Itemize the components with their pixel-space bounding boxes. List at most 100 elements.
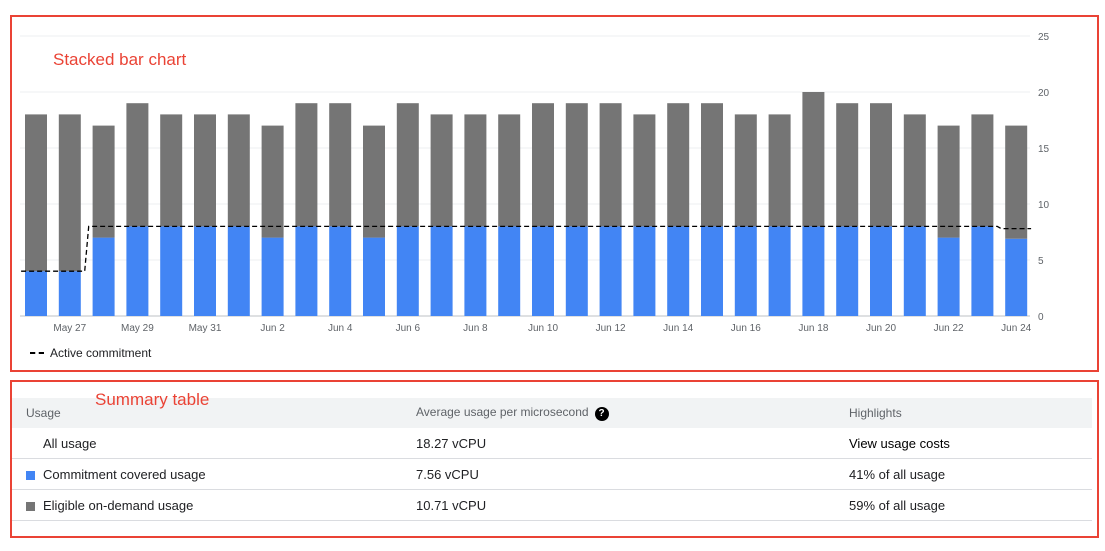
x-tick-label: May 31 bbox=[189, 323, 222, 334]
bar-ondemand bbox=[464, 114, 487, 227]
header-usage: Usage bbox=[12, 398, 415, 428]
bar-ondemand bbox=[261, 125, 284, 238]
table-annotation-label: Summary table bbox=[95, 390, 210, 409]
bar-covered bbox=[1005, 238, 1028, 316]
bar-covered bbox=[701, 226, 723, 316]
bar-ondemand bbox=[25, 114, 47, 272]
y-tick-label: 25 bbox=[1038, 32, 1050, 43]
bar-covered bbox=[363, 237, 385, 316]
legend: Active commitment bbox=[30, 346, 151, 360]
header-average-label: Average usage per microsecond bbox=[416, 405, 589, 419]
bar-ondemand bbox=[937, 125, 960, 238]
bar-ondemand bbox=[396, 103, 419, 227]
chart-annotation-box bbox=[10, 15, 1099, 372]
bar-ondemand bbox=[498, 114, 521, 227]
y-tick-label: 5 bbox=[1038, 256, 1044, 267]
view-usage-costs-link[interactable]: View usage costs bbox=[849, 435, 950, 451]
bar-ondemand bbox=[58, 114, 81, 272]
bar-covered bbox=[870, 226, 892, 316]
x-tick-label: Jun 22 bbox=[934, 323, 964, 334]
bar-covered bbox=[768, 226, 791, 316]
bar-ondemand bbox=[599, 103, 622, 227]
y-tick-label: 10 bbox=[1038, 200, 1050, 211]
x-tick-label: Jun 6 bbox=[396, 323, 421, 334]
bar-ondemand bbox=[227, 114, 250, 227]
bar-ondemand bbox=[836, 103, 859, 227]
bar-ondemand bbox=[92, 125, 115, 238]
header-highlights: Highlights bbox=[848, 398, 1092, 428]
x-tick-label: Jun 2 bbox=[260, 323, 285, 334]
bar-ondemand bbox=[1005, 125, 1028, 239]
bar-ondemand bbox=[870, 103, 892, 227]
bar-covered bbox=[227, 226, 250, 316]
bar-covered bbox=[971, 226, 994, 316]
bar-ondemand bbox=[768, 114, 791, 227]
bar-ondemand bbox=[734, 114, 757, 227]
bar-covered bbox=[58, 271, 81, 316]
bar-covered bbox=[160, 226, 183, 316]
bar-ondemand bbox=[802, 92, 825, 227]
bar-covered bbox=[329, 226, 352, 316]
bar-ondemand bbox=[701, 103, 723, 227]
stacked-bar-chart: 0 5 10 15 20 25 May 27 May 29 May 31 Jun 2 Jun 4 Ju… bbox=[20, 32, 1050, 334]
table-header: Usage Average usage per microsecond? Hig… bbox=[12, 398, 1092, 428]
bar-covered bbox=[25, 271, 47, 316]
x-tick-label: Jun 20 bbox=[866, 323, 896, 334]
x-tick-label: Jun 4 bbox=[328, 323, 353, 334]
y-tick-label: 20 bbox=[1038, 88, 1050, 99]
bar-ondemand bbox=[903, 114, 926, 227]
row-label-cell: Commitment covered usage bbox=[12, 458, 415, 490]
x-tick-label: Jun 8 bbox=[463, 323, 488, 334]
x-tick-label: May 29 bbox=[121, 323, 154, 334]
blue-swatch bbox=[26, 470, 35, 480]
bar-ondemand bbox=[971, 114, 994, 227]
row-highlight: 59% of all usage bbox=[848, 489, 1092, 521]
bar-ondemand bbox=[565, 103, 588, 227]
bar-covered bbox=[903, 226, 926, 316]
row-label-cell: Eligible on-demand usage bbox=[12, 489, 415, 521]
bar-covered bbox=[464, 226, 487, 316]
bar-ondemand bbox=[633, 114, 656, 227]
bar-covered bbox=[532, 226, 554, 316]
bar-covered bbox=[633, 226, 656, 316]
bar-covered bbox=[92, 237, 115, 316]
bar-covered bbox=[126, 226, 149, 316]
legend-label: Active commitment bbox=[50, 346, 152, 360]
bar-covered bbox=[734, 226, 757, 316]
table-row: All usage 18.27 vCPU View usage costs bbox=[12, 428, 1092, 459]
x-tick-label: May 27 bbox=[53, 323, 86, 334]
row-label: Commitment covered usage bbox=[43, 466, 206, 482]
row-highlight-cell: View usage costs bbox=[848, 428, 1092, 459]
bar-covered bbox=[836, 226, 859, 316]
summary-table: Usage Average usage per microsecond? Hig… bbox=[12, 398, 1092, 521]
x-tick-label: Jun 24 bbox=[1001, 323, 1031, 334]
bar-covered bbox=[261, 237, 284, 316]
row-avg: 10.71 vCPU bbox=[415, 489, 848, 521]
gray-swatch bbox=[26, 501, 35, 511]
bar-ondemand bbox=[194, 114, 216, 227]
bar-ondemand bbox=[295, 103, 318, 227]
bar-covered bbox=[565, 226, 588, 316]
x-tick-label: Jun 16 bbox=[731, 323, 761, 334]
bar-ondemand bbox=[160, 114, 183, 227]
bar-covered bbox=[194, 226, 216, 316]
bar-covered bbox=[937, 237, 960, 316]
bar-covered bbox=[295, 226, 318, 316]
bar-covered bbox=[599, 226, 622, 316]
question-circle-icon[interactable]: ? bbox=[594, 407, 609, 421]
bar-ondemand bbox=[430, 114, 453, 227]
bar-covered bbox=[396, 226, 419, 316]
row-avg: 18.27 vCPU bbox=[415, 428, 848, 459]
row-label-cell: All usage bbox=[12, 428, 415, 459]
row-highlight: 41% of all usage bbox=[848, 458, 1092, 490]
x-tick-label: Jun 14 bbox=[663, 323, 693, 334]
table-row: Commitment covered usage 7.56 vCPU 41% o… bbox=[12, 458, 1092, 490]
bar-ondemand bbox=[126, 103, 149, 227]
row-label: Eligible on-demand usage bbox=[43, 497, 194, 513]
x-tick-label: Jun 18 bbox=[798, 323, 828, 334]
row-label: All usage bbox=[43, 435, 97, 451]
bar-ondemand bbox=[363, 125, 385, 238]
bar-ondemand bbox=[667, 103, 690, 227]
chart-annotation-label: Stacked bar chart bbox=[53, 50, 187, 69]
bar-covered bbox=[667, 226, 690, 316]
